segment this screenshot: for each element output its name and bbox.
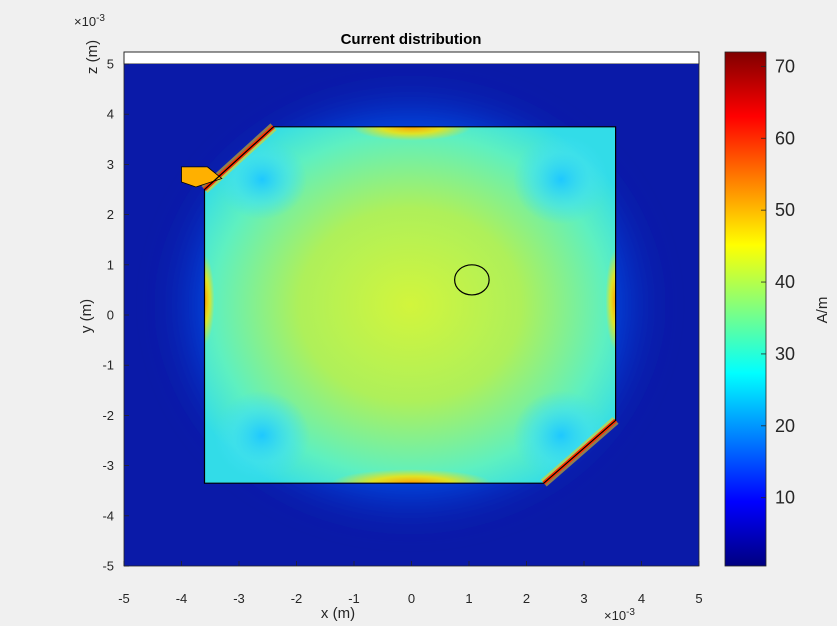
probe-circle xyxy=(454,264,490,296)
colorbar-tick-label: 70 xyxy=(775,56,795,76)
z-axis-label: z (m) xyxy=(84,40,101,74)
y-tick-label: 2 xyxy=(107,207,114,222)
colorbar-label: A/m xyxy=(814,297,831,324)
y-tick-label: -4 xyxy=(102,508,114,523)
y-axis-label: y (m) xyxy=(78,299,95,333)
hotspot-top-edge xyxy=(351,126,472,141)
y-tick-label: -5 xyxy=(102,559,114,574)
axes-top-strip xyxy=(123,51,700,65)
cool-bottom-left xyxy=(214,390,310,481)
patch-current xyxy=(204,126,616,484)
x-axis-label: x (m) xyxy=(321,605,355,622)
y-tick-label: -1 xyxy=(102,358,114,373)
colorbar-tick-label: 30 xyxy=(775,344,795,364)
y-tick-label: 4 xyxy=(107,107,114,122)
y-tick-label: 1 xyxy=(107,257,114,272)
y-tick-label: 5 xyxy=(107,57,114,72)
cool-top-right xyxy=(513,134,609,225)
y-tick-label: -2 xyxy=(102,408,114,423)
x-exponent-label: ×10-3 xyxy=(604,607,635,623)
chart-title: Current distribution xyxy=(341,31,482,48)
x-tick-label: 0 xyxy=(408,591,415,606)
x-tick-label: 1 xyxy=(465,591,472,606)
y-exponent-label: ×10-3 xyxy=(74,13,105,29)
colorbar-tick-label: 10 xyxy=(775,488,795,508)
colorbar-tick-label: 20 xyxy=(775,416,795,436)
x-tick-label: 2 xyxy=(523,591,530,606)
y-tick-label: -3 xyxy=(102,458,114,473)
colorbar-tick-label: 60 xyxy=(775,128,795,148)
patch-outline xyxy=(203,126,617,484)
feed-stub xyxy=(181,166,223,188)
heatmap-area xyxy=(124,64,699,566)
colorbar-tick-label: 50 xyxy=(775,200,795,220)
x-tick-label: 5 xyxy=(695,591,702,606)
y-tick-label: 0 xyxy=(107,308,114,323)
x-tick-label: -1 xyxy=(348,591,360,606)
x-tick-label: -5 xyxy=(118,591,130,606)
x-tick-label: 3 xyxy=(580,591,587,606)
y-axis-ticks: -5 -4 -3 -2 -1 0 1 2 3 4 5 xyxy=(102,57,129,574)
x-tick-label: 4 xyxy=(638,591,645,606)
colorbar-tick-label: 40 xyxy=(775,272,795,292)
hotspot-right-edge xyxy=(605,249,616,350)
x-tick-label: -2 xyxy=(291,591,303,606)
colorbar xyxy=(724,51,767,567)
x-tick-label: -4 xyxy=(176,591,188,606)
colorbar-ticks: 10 20 30 40 50 60 70 xyxy=(761,56,795,508)
y-tick-label: 3 xyxy=(107,157,114,172)
x-axis-ticks: -5 -4 -3 -2 -1 0 1 2 3 4 5 xyxy=(118,561,703,606)
x-tick-label: -3 xyxy=(233,591,245,606)
hotspot-left-edge xyxy=(204,254,215,345)
